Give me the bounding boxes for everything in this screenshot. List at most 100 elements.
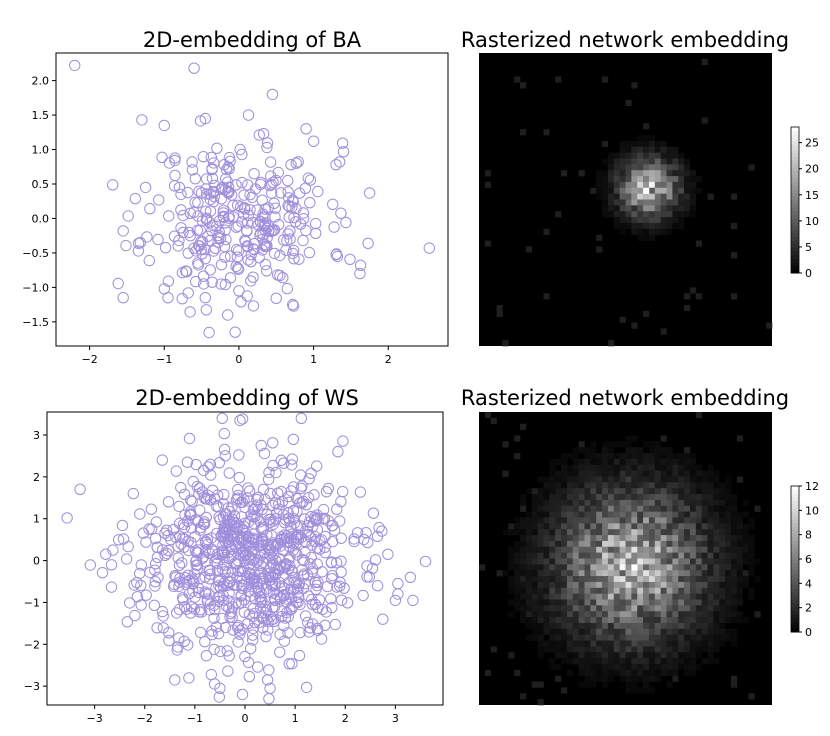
raster-cell [648,193,656,200]
raster-cell [625,658,632,665]
scatter-point [222,502,234,514]
scatter-point [294,598,306,611]
raster-cell [602,663,609,671]
raster-cell [672,146,679,153]
scatter-point [177,518,190,531]
raster-cell [631,658,638,665]
scatter-point [317,503,330,516]
raster-cell [643,634,650,641]
raster-cell [520,499,527,507]
raster-cell [643,310,650,317]
raster-cell [713,552,720,559]
raster-cell [625,170,632,177]
raster-cell [672,511,679,518]
raster-cell [514,523,521,530]
scatter-point [214,682,226,694]
raster-cell [695,558,702,565]
raster-cell [672,482,679,489]
raster-cell [713,476,720,483]
raster-cell [707,476,714,483]
raster-cell [672,587,679,594]
raster-cell [666,193,673,200]
scatter-point [291,549,303,561]
raster-cell [660,170,667,177]
raster-cell [572,482,579,489]
scatter-point [260,240,272,253]
raster-cell [660,470,667,477]
scatter-point [200,188,213,200]
raster-cell [572,552,579,559]
raster-cell [695,293,702,300]
raster-cell [602,605,609,612]
raster-cell [549,599,556,606]
raster-cell [596,187,603,194]
raster-cell [584,611,591,618]
raster-cell [689,211,697,218]
raster-cell [684,622,691,630]
raster-cell [684,669,691,676]
raster-cell [666,228,673,235]
scatter-point [292,529,305,542]
scatter-point [186,156,198,168]
raster-cell [695,599,702,606]
scatter-point [233,471,246,484]
raster-cell [695,622,702,630]
scatter-point [239,549,252,561]
raster-cell [549,611,556,618]
raster-cell [590,441,597,448]
scatter-point [311,622,324,635]
raster-cell [555,570,562,577]
raster-cell [672,529,679,536]
scatter-point [199,636,211,648]
scatter-point [156,605,169,618]
scatter-point [219,217,232,229]
scatter-point [236,176,248,189]
colorbar-segment [791,251,799,256]
scatter-point [262,202,274,214]
raster-cell [654,505,661,512]
scatter-point [304,558,316,570]
scatter-point [270,466,282,479]
raster-cell [748,546,755,553]
raster-cell [695,488,702,495]
colorbar-segment [791,617,799,622]
raster-cell [701,558,708,565]
x-tick-label: −2 [137,712,153,725]
raster-cell [713,622,720,630]
raster-cell [619,587,626,594]
colorbar-segment [791,247,799,252]
colorbar-segment [791,537,799,542]
raster-cell [684,293,691,300]
raster-cell [648,622,656,630]
raster-cell [684,593,691,600]
raster-cell [637,640,644,647]
raster-cell [613,669,620,676]
raster-cell [613,211,620,218]
scatter-point [265,178,278,191]
raster-cell [537,640,544,647]
raster-cell [725,529,732,536]
colorbar-segment [791,515,799,520]
scatter-point [256,244,268,256]
raster-cell [648,170,656,177]
raster-cell [637,599,644,606]
colorbar-tick-label: 5 [805,241,812,254]
raster-cell [707,511,714,518]
raster-cell [625,564,632,571]
raster-cell [707,552,714,559]
raster-cell [666,652,673,659]
raster-cell [625,622,632,630]
raster-cell [514,517,521,524]
raster-cell [543,546,550,553]
raster-cell [625,217,632,224]
raster-cell [590,617,597,624]
raster-cell [625,499,632,507]
raster-cell [607,499,615,507]
raster-cell [578,494,585,501]
raster-cell [701,605,708,612]
raster-cell [660,652,667,659]
scatter-point [295,412,307,424]
raster-cell [578,570,585,577]
raster-cell [648,217,656,224]
scatter-point [278,457,290,469]
